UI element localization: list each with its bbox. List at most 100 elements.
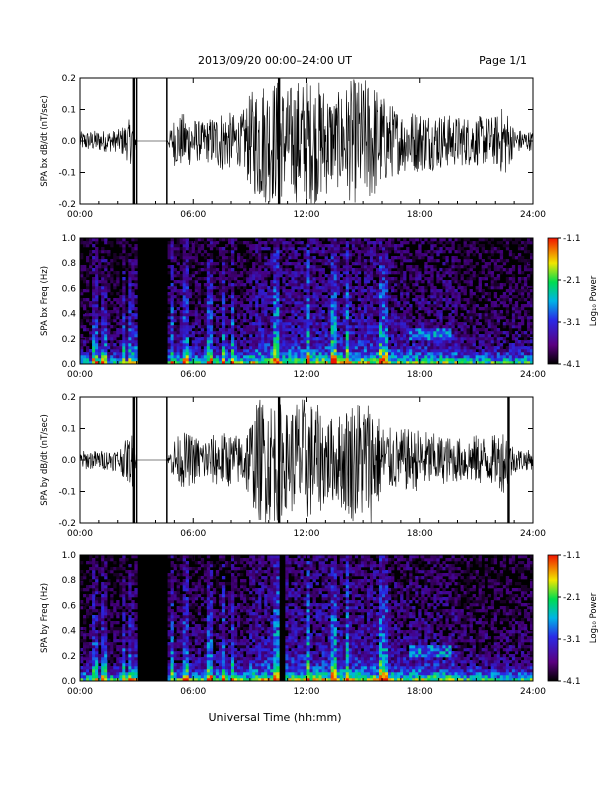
spectrogram-cell: [523, 304, 528, 308]
spectrogram-cell: [83, 244, 87, 248]
spectrogram-cell: [472, 322, 476, 326]
spectrogram-cell: [285, 337, 289, 341]
spectrogram-cell: [427, 325, 431, 329]
spectrogram-cell: [194, 349, 199, 353]
spectrogram-cell: [270, 250, 274, 254]
spectrogram-cell: [194, 352, 199, 356]
spectrogram-cell: [430, 271, 434, 275]
spectrogram-cell: [276, 358, 280, 362]
spectrogram-cell: [224, 304, 229, 308]
spectrogram-cell: [460, 286, 464, 290]
spectrogram-cell: [445, 337, 449, 341]
spectrogram-cell: [394, 280, 398, 284]
spectrogram-cell: [508, 250, 513, 254]
spectrogram-cell: [502, 331, 507, 335]
spectrogram-cell: [89, 355, 93, 359]
spectrogram-cell: [357, 262, 362, 266]
spectrogram-cell: [505, 358, 510, 362]
spectrogram-cell: [324, 262, 328, 266]
spectrogram-cell: [194, 256, 199, 260]
spectrogram-cell: [354, 238, 359, 242]
y-tick-label: 0.2: [62, 335, 76, 345]
spectrogram-cell: [279, 346, 283, 350]
spectrogram-cell: [173, 310, 177, 314]
spectrogram-cell: [80, 576, 84, 580]
spectrogram-cell: [339, 253, 344, 257]
spectrogram-cell: [264, 340, 268, 344]
spectrogram-cell: [197, 277, 202, 281]
spectrogram-cell: [89, 271, 93, 275]
spectrogram-cell: [107, 316, 111, 320]
spectrogram-cell: [134, 274, 138, 278]
spectrogram-cell: [122, 286, 126, 290]
spectrogram-cell: [273, 331, 277, 335]
by-waveform-trace: [79, 397, 534, 523]
spectrogram-cell: [342, 352, 347, 356]
spectrogram-cell: [227, 343, 232, 347]
spectrogram-cell: [406, 253, 410, 257]
spectrogram-cell: [182, 316, 186, 320]
spectrogram-cell: [101, 340, 105, 344]
spectrogram-cell: [526, 250, 531, 254]
spectrogram-cell: [460, 352, 464, 356]
spectrogram-cell: [415, 322, 419, 326]
spectrogram-cell: [200, 292, 205, 296]
spectrogram-cell: [116, 316, 120, 320]
spectrogram-cell: [439, 340, 443, 344]
spectrogram-cell: [397, 325, 401, 329]
spectrogram-cell: [430, 319, 434, 323]
spectrogram-cell: [523, 310, 528, 314]
spectrogram-cell: [95, 268, 99, 272]
spectrogram-cell: [95, 334, 99, 338]
spectrogram-cell: [218, 355, 223, 359]
spectrogram-cell: [291, 244, 295, 248]
spectrogram-cell: [508, 277, 513, 281]
spectrogram-cell: [231, 343, 235, 347]
by-spectrogram-image: [80, 555, 534, 682]
spectrogram-cell: [95, 663, 99, 667]
spectrogram-cell: [185, 274, 190, 278]
spectrogram-cell: [261, 361, 265, 365]
spectrogram-cell: [394, 331, 398, 335]
spectrogram-cell: [179, 319, 183, 323]
spectrogram-cell: [92, 627, 96, 631]
spectrogram-cell: [200, 358, 205, 362]
spectrogram-cell: [276, 244, 280, 248]
spectrogram-cell: [397, 250, 401, 254]
spectrogram-cell: [92, 352, 96, 356]
spectrogram-cell: [95, 322, 99, 326]
spectrogram-cell: [182, 283, 186, 287]
spectrogram-cell: [255, 349, 259, 353]
spectrogram-cell: [469, 244, 473, 248]
spectrogram-cell: [288, 358, 292, 362]
spectrogram-cell: [418, 331, 422, 335]
spectrogram-cell: [128, 274, 132, 278]
spectrogram-cell: [327, 304, 331, 308]
spectrogram-cell: [469, 316, 473, 320]
spectrogram-cell: [327, 307, 331, 311]
spectrogram-cell: [526, 316, 531, 320]
spectrogram-cell: [436, 349, 440, 353]
spectrogram-cell: [104, 319, 108, 323]
spectrogram-cell: [487, 295, 492, 299]
spectrogram-cell: [252, 337, 256, 341]
spectrogram-cell: [318, 322, 322, 326]
spectrogram-cell: [351, 313, 356, 317]
spectrogram-cell: [194, 286, 199, 290]
spectrogram-cell: [526, 274, 531, 278]
spectrogram-cell: [173, 358, 177, 362]
spectrogram-cell: [466, 328, 470, 332]
spectrogram-cell: [424, 346, 428, 350]
spectrogram-cell: [231, 361, 235, 365]
spectrogram-cell: [351, 355, 356, 359]
spectrogram-cell: [333, 256, 337, 260]
spectrogram-cell: [436, 250, 440, 254]
spectrogram-cell: [363, 244, 368, 248]
spectrogram-cell: [252, 265, 256, 269]
spectrogram-cell: [400, 256, 404, 260]
spectrogram-cell: [406, 343, 410, 347]
spectrogram-cell: [167, 328, 171, 332]
spectrogram-cell: [363, 277, 368, 281]
spectrogram-cell: [415, 352, 419, 356]
spectrogram-cell: [487, 319, 492, 323]
